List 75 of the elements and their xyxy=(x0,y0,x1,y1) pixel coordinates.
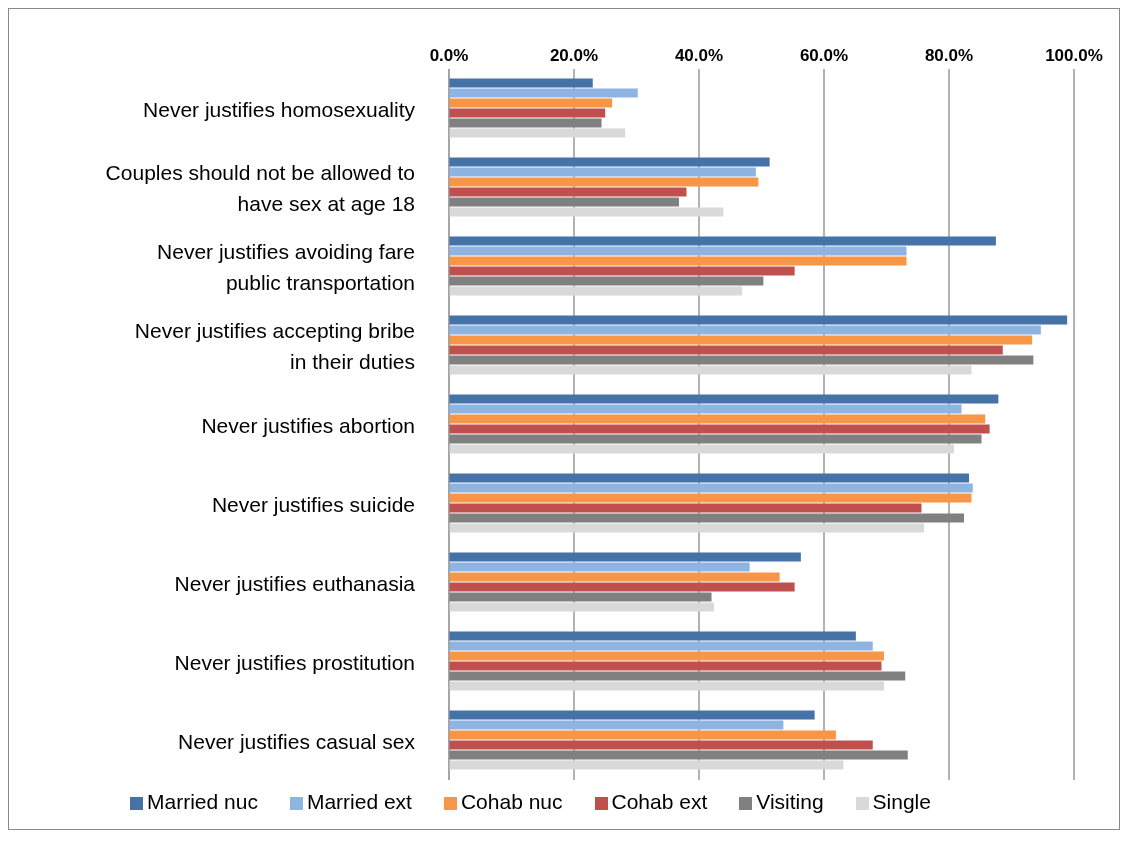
bar xyxy=(449,513,964,523)
bar xyxy=(449,345,1003,355)
bar xyxy=(449,335,1033,345)
bar xyxy=(449,760,844,770)
bar xyxy=(449,355,1034,365)
bar xyxy=(449,730,836,740)
bar xyxy=(449,187,687,197)
bar xyxy=(449,720,784,730)
y-tick-label: Never justifies abortion xyxy=(201,413,415,436)
bar xyxy=(449,404,962,414)
y-tick-label: Never justifies prostitution xyxy=(174,650,415,673)
x-tick-label: 0.0% xyxy=(429,46,469,65)
bar xyxy=(449,671,906,681)
bar xyxy=(449,661,882,671)
y-tick-label: Never justifies homosexuality xyxy=(143,97,416,120)
bar xyxy=(449,592,712,602)
bar xyxy=(449,157,770,167)
y-tick-label: Never justifies euthanasia xyxy=(174,571,416,594)
bar xyxy=(449,78,593,88)
x-tick-label: 40.0% xyxy=(674,46,724,65)
y-tick-label: Never justifies accepting bribe in their duties xyxy=(134,318,415,373)
bar xyxy=(449,108,606,118)
bar xyxy=(449,118,602,128)
bar xyxy=(449,246,907,256)
y-tick-label: Never justifies casual sex xyxy=(178,729,416,752)
bar xyxy=(449,562,750,572)
bar xyxy=(449,582,795,592)
x-tick-label: 80.0% xyxy=(924,46,974,65)
y-tick-label: Never justifies avoiding fare public transportation xyxy=(157,239,415,294)
bar xyxy=(449,177,759,187)
bar xyxy=(449,98,613,108)
bar xyxy=(449,651,884,661)
bar xyxy=(449,88,638,98)
bar xyxy=(449,414,986,424)
bar xyxy=(449,641,873,651)
bar xyxy=(449,473,969,483)
bar xyxy=(449,424,990,434)
bar xyxy=(449,483,973,493)
bar xyxy=(449,276,764,286)
bar xyxy=(449,315,1068,325)
legend-label: Cohab nuc xyxy=(460,790,563,813)
bar xyxy=(449,750,908,760)
bar xyxy=(449,197,679,207)
bar xyxy=(449,740,873,750)
bar xyxy=(449,365,972,375)
bar xyxy=(449,394,999,404)
x-tick-label: 60.0% xyxy=(799,46,849,65)
legend-label: Married nuc xyxy=(147,790,258,813)
bar xyxy=(449,631,856,641)
bar xyxy=(449,493,972,503)
bar xyxy=(449,681,884,691)
bar xyxy=(449,128,626,138)
bar xyxy=(449,236,996,246)
bar xyxy=(449,444,954,454)
legend-label: Visiting xyxy=(756,790,824,813)
bar xyxy=(449,286,743,296)
x-tick-label: 20.0% xyxy=(549,46,599,65)
legend-label: Married ext xyxy=(306,790,412,813)
bar xyxy=(449,434,982,444)
bar xyxy=(449,256,907,266)
legend-label: Cohab ext xyxy=(611,790,708,813)
bar xyxy=(449,710,815,720)
bar xyxy=(449,266,795,276)
y-tick-label: Never justifies suicide xyxy=(211,492,415,515)
y-tick-label: Couples should not be allowed to have sex at age 18 xyxy=(105,160,415,215)
bar xyxy=(449,503,922,513)
bar xyxy=(449,552,801,562)
bar xyxy=(449,572,780,582)
bar xyxy=(449,167,756,177)
legend-label: Single xyxy=(872,790,931,813)
bar xyxy=(449,523,924,533)
bar xyxy=(449,602,714,612)
bar xyxy=(449,325,1041,335)
bar xyxy=(449,207,724,217)
x-tick-label: 100.0% xyxy=(1045,46,1103,65)
